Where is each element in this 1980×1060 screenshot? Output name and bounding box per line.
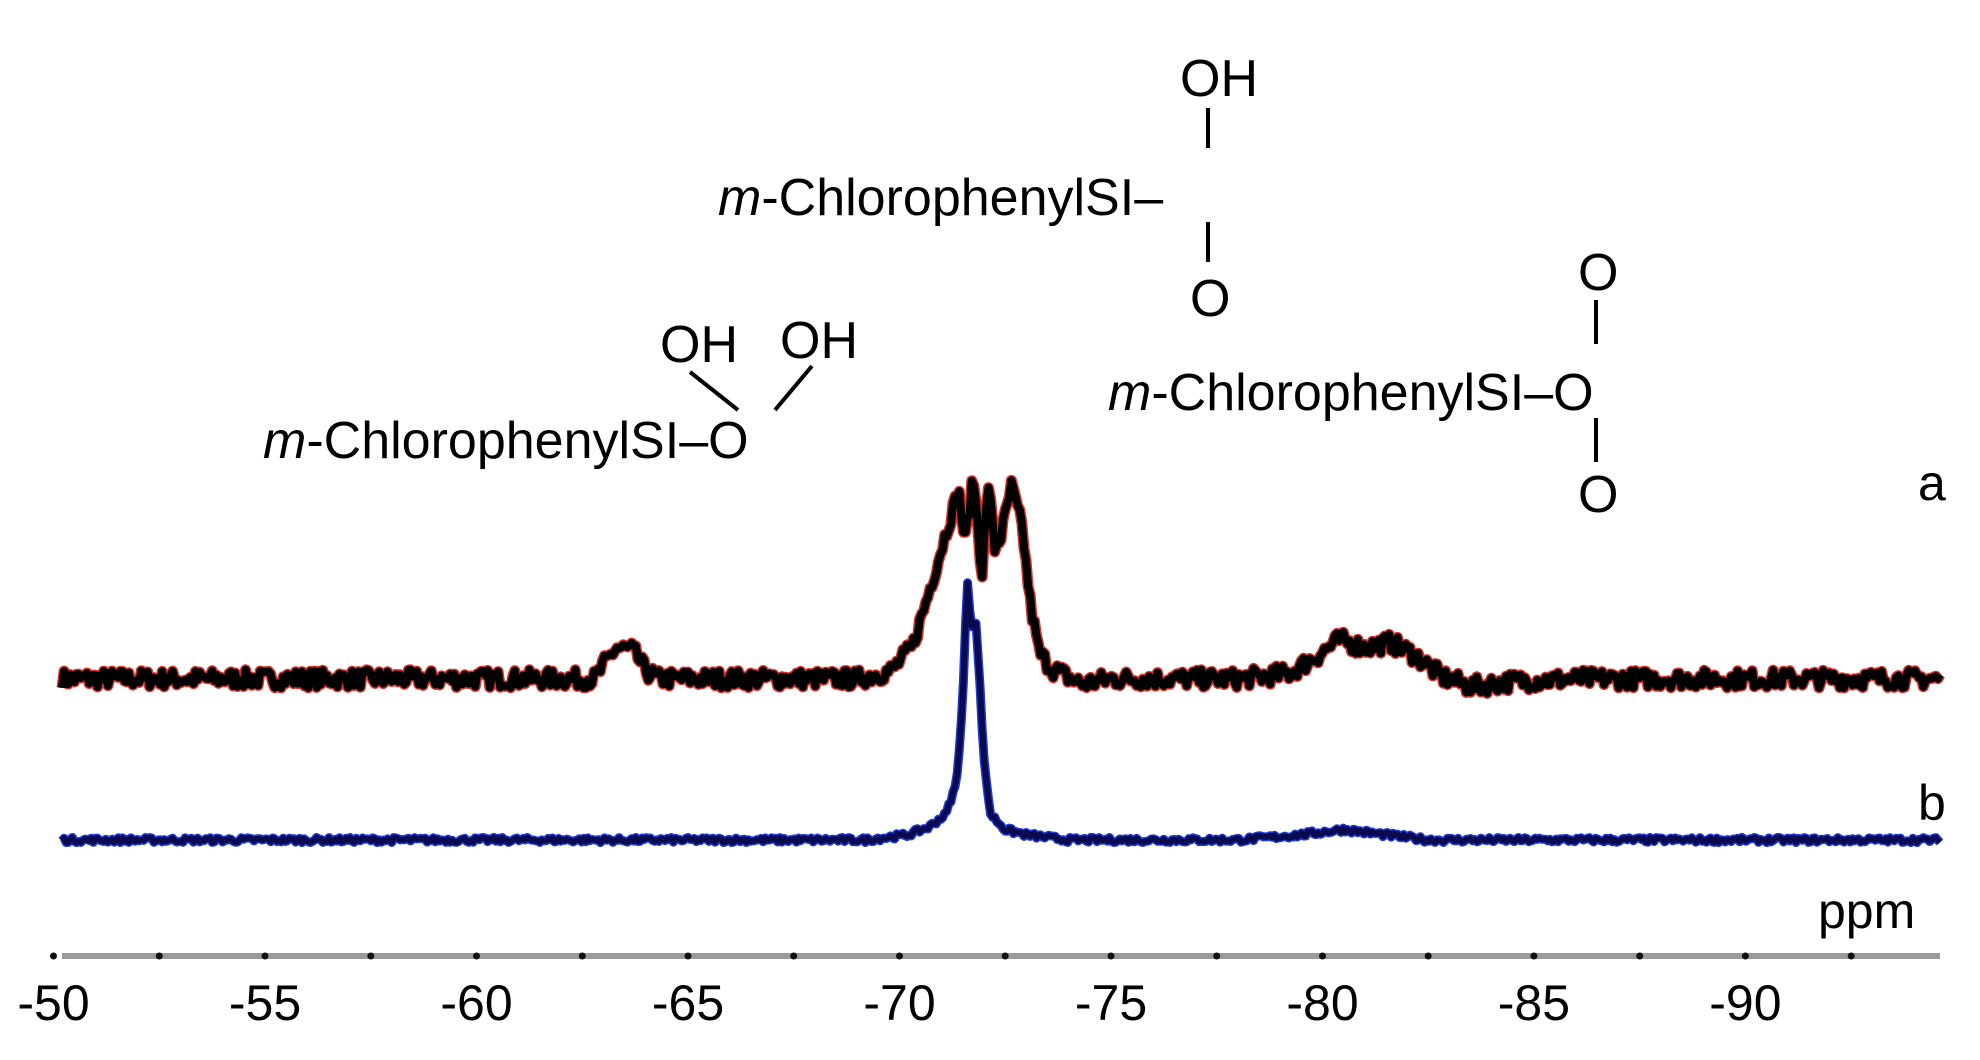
x-tick-label: -80 bbox=[1286, 975, 1358, 1031]
x-tick-mark bbox=[1319, 952, 1326, 960]
x-tick-label: -75 bbox=[1075, 975, 1147, 1031]
x-tick-mark bbox=[155, 952, 163, 960]
annotation-right-structure: O m-ChlorophenylSI–O O bbox=[1108, 244, 1618, 524]
annotation-middle-structure: OH m-ChlorophenylSI– O bbox=[718, 50, 1258, 328]
x-tick-label: -90 bbox=[1709, 975, 1781, 1031]
x-axis-line bbox=[62, 953, 1940, 959]
annotation-left-label: m-ChlorophenylSI–O bbox=[263, 412, 749, 470]
annotation-middle-name: -ChlorophenylSI bbox=[761, 169, 1134, 227]
annotation-right-prefix: m bbox=[1108, 364, 1151, 422]
annotation-middle-oh: OH bbox=[1180, 50, 1258, 108]
annotation-left-oh1: OH bbox=[660, 316, 738, 374]
x-tick-mark bbox=[896, 952, 903, 960]
trace-label-b: b bbox=[1918, 775, 1946, 831]
annotation-right-o-top: O bbox=[1578, 244, 1618, 302]
x-tick-mark bbox=[1213, 952, 1221, 960]
x-tick-mark bbox=[1847, 952, 1855, 960]
x-tick-label: -50 bbox=[17, 975, 89, 1031]
x-tick-label: -60 bbox=[440, 975, 512, 1031]
x-tick-mark bbox=[261, 952, 269, 960]
annotation-left-bond1 bbox=[688, 370, 740, 412]
annotation-middle-label: m-ChlorophenylSI– bbox=[718, 169, 1163, 227]
annotation-right-name: -ChlorophenylSI bbox=[1151, 364, 1524, 422]
annotation-middle-tail: – bbox=[1134, 169, 1163, 227]
x-tick-mark bbox=[1741, 952, 1749, 960]
annotation-left-structure: m-ChlorophenylSI–O OH OH bbox=[263, 312, 858, 470]
annotation-left-bond2 bbox=[773, 364, 814, 412]
x-tick-mark bbox=[790, 952, 798, 960]
x-tick-mark bbox=[1001, 952, 1009, 960]
annotation-left-oh2: OH bbox=[780, 312, 858, 370]
annotation-right-tail: –O bbox=[1524, 364, 1593, 422]
annotation-right-label: m-ChlorophenylSI–O bbox=[1108, 364, 1594, 422]
x-tick-mark bbox=[684, 952, 692, 960]
trace-a-line bbox=[58, 476, 1944, 698]
annotation-left-prefix: m bbox=[263, 412, 306, 470]
annotation-middle-o: O bbox=[1190, 270, 1230, 328]
annotation-right-o-bottom: O bbox=[1578, 466, 1618, 524]
x-axis-unit-label: ppm bbox=[1818, 883, 1915, 939]
x-tick-mark bbox=[1636, 952, 1644, 960]
x-tick-mark bbox=[367, 952, 375, 960]
x-tick-label: -55 bbox=[229, 975, 301, 1031]
annotation-left-name: -ChlorophenylSI bbox=[306, 412, 679, 470]
x-tick-label: -70 bbox=[863, 975, 935, 1031]
annotation-middle-prefix: m bbox=[718, 169, 761, 227]
x-tick-mark bbox=[1107, 952, 1115, 960]
x-tick-label: -65 bbox=[652, 975, 724, 1031]
x-tick-mark bbox=[473, 952, 480, 960]
annotation-left-tail: –O bbox=[679, 412, 748, 470]
x-tick-mark bbox=[1530, 952, 1538, 960]
trace-b-line bbox=[59, 579, 1943, 846]
x-tick-mark bbox=[578, 952, 586, 960]
x-axis: -50 -55 -60 -65 -70 -75 -80 -85 -90 bbox=[17, 952, 1940, 1031]
x-tick-mark bbox=[1424, 952, 1432, 960]
spectrum-traces bbox=[56, 474, 1945, 848]
x-axis-ticks: -50 -55 -60 -65 -70 -75 -80 -85 -90 bbox=[17, 952, 1855, 1031]
x-tick-mark bbox=[50, 952, 57, 960]
trace-b-edge bbox=[58, 578, 1944, 848]
trace-label-a: a bbox=[1918, 455, 1946, 511]
x-tick-label: -85 bbox=[1498, 975, 1570, 1031]
